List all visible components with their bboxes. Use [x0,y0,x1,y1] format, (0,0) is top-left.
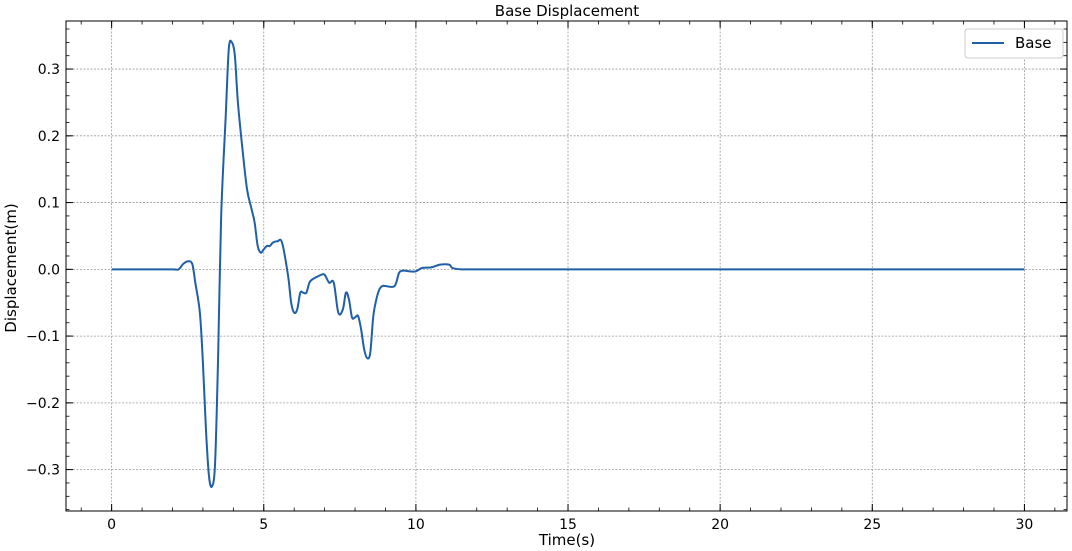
chart-title: Base Displacement [495,2,640,20]
y-tick-label-2: −0.1 [26,329,60,345]
y-tick-labels: −0.3 −0.2 −0.1 0.0 0.1 0.2 0.3 [26,62,60,479]
x-tick-label-4: 20 [711,517,729,533]
x-tick-label-0: 0 [107,517,116,533]
y-tick-label-3: 0.0 [38,262,60,278]
y-tick-label-5: 0.2 [38,129,60,145]
y-axis-title: Displacement(m) [2,203,20,332]
x-tick-label-1: 5 [259,517,268,533]
x-tick-label-3: 15 [559,517,577,533]
x-tick-label-6: 30 [1015,517,1033,533]
plot-frame [65,20,1068,512]
axis-ticks [66,21,1067,511]
x-tick-label-5: 25 [863,517,881,533]
legend-label-base: Base [1015,34,1052,52]
series-line-base [111,39,1025,489]
legend: Base [964,28,1064,59]
x-tick-labels: 0 5 10 15 20 25 30 [107,517,1033,533]
y-tick-label-0: −0.3 [26,463,60,479]
x-axis-title: Time(s) [538,531,595,549]
y-tick-label-1: −0.2 [26,396,60,412]
y-tick-label-4: 0.1 [38,196,60,212]
x-tick-label-2: 10 [407,517,425,533]
y-tick-label-6: 0.3 [38,62,60,78]
grid [66,21,1067,511]
legend-box [964,28,1064,59]
